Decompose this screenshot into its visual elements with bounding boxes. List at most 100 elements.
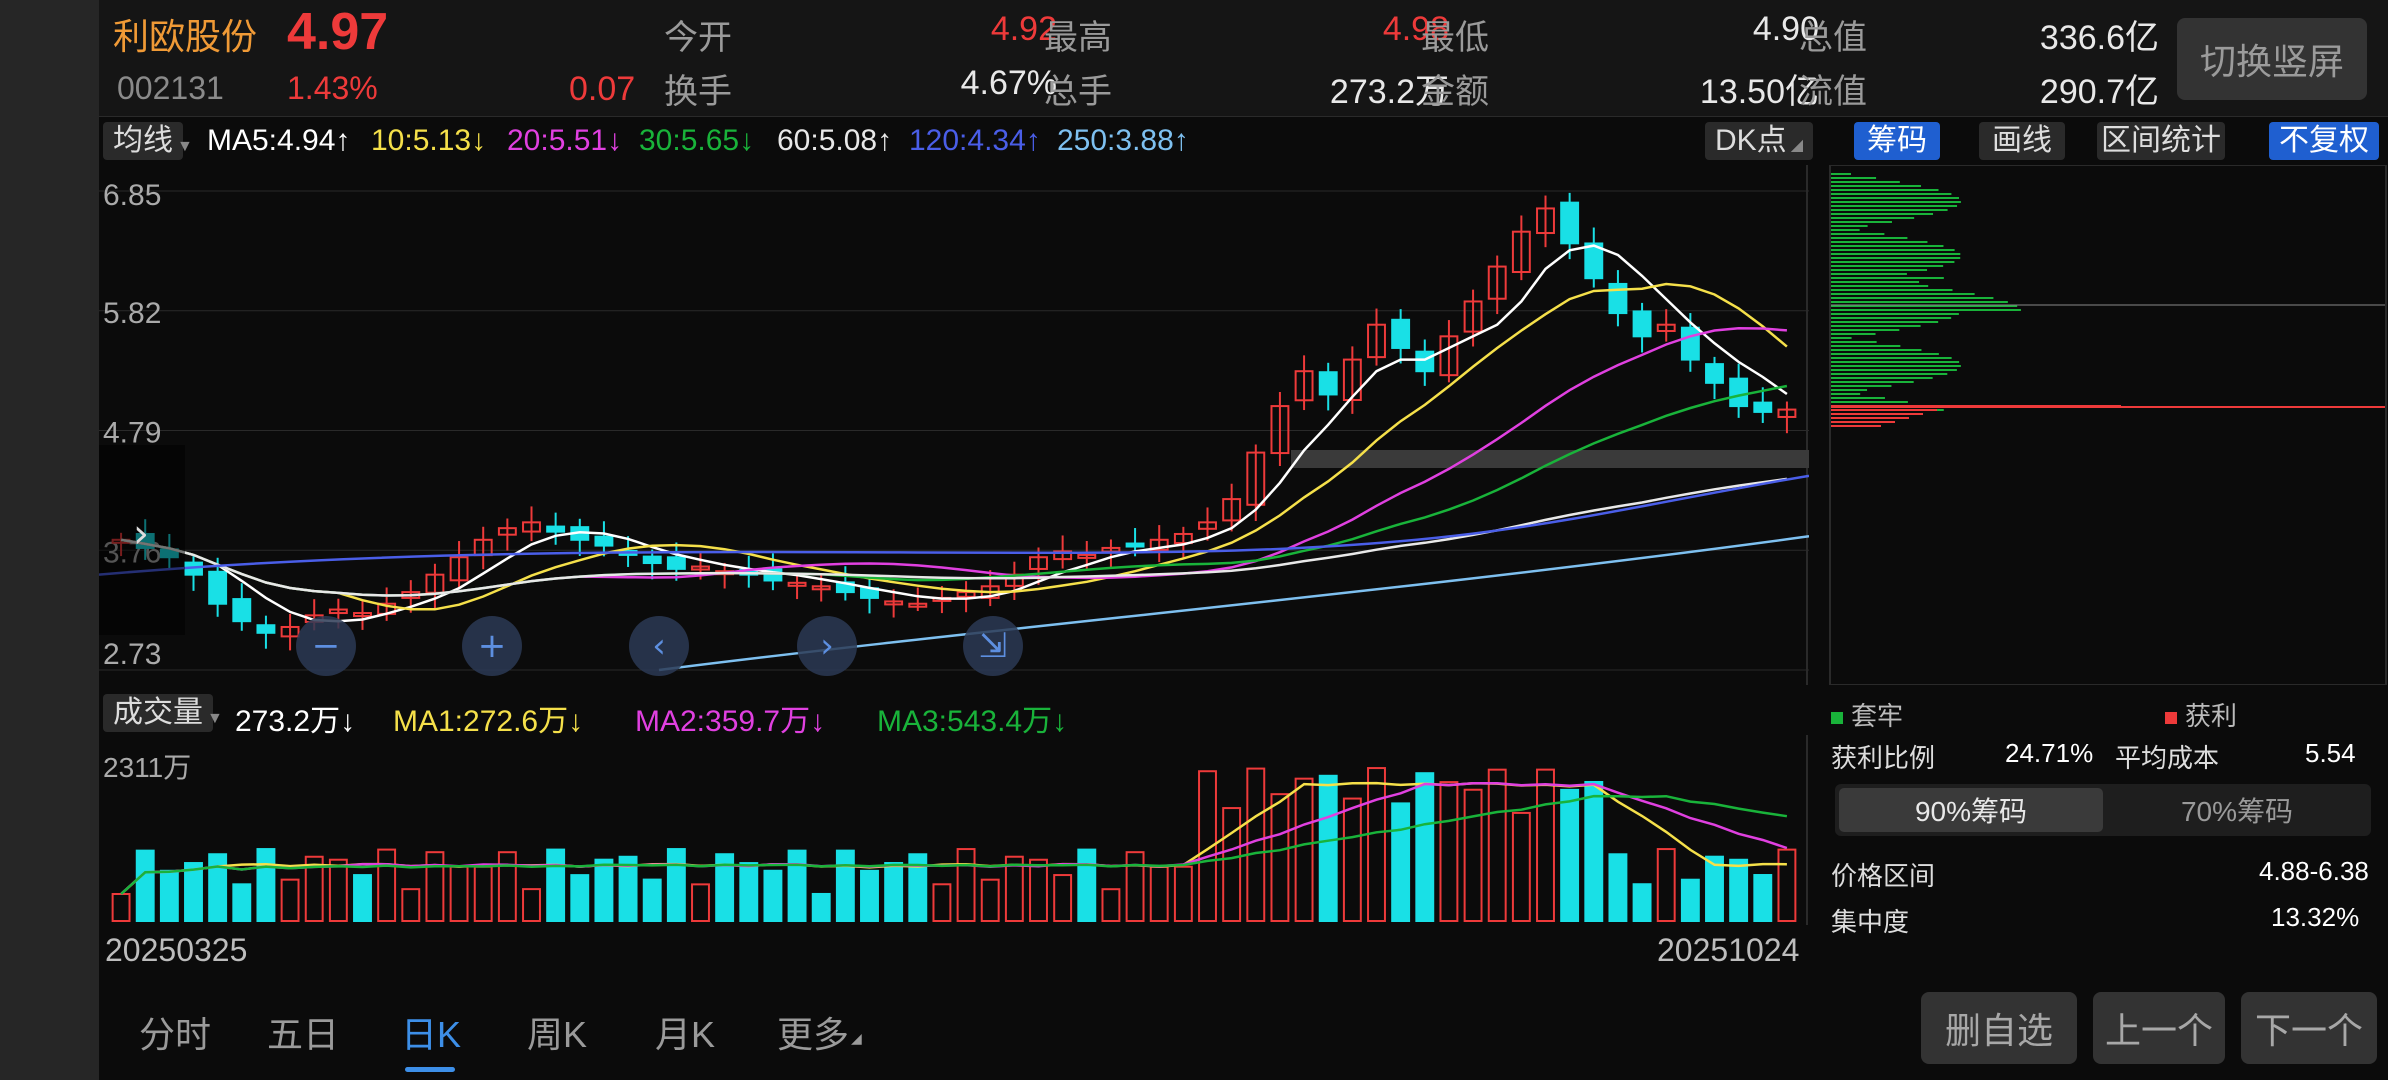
switch-portrait-button[interactable]: 切换竖屏 <box>2177 18 2367 100</box>
volume-bar <box>1198 770 1217 923</box>
volume-bar <box>835 849 855 922</box>
chip-bar-trapped <box>1831 393 1861 395</box>
tab-weekly-k[interactable]: 周K <box>527 1014 588 1055</box>
chip-bar-trapped <box>1831 249 1955 251</box>
end-date: 20251024 <box>1657 932 1800 968</box>
chip-bar-trapped <box>1831 373 1948 375</box>
chip-bar-trapped <box>1831 217 1915 219</box>
left-control-icon[interactable] <box>629 616 689 676</box>
price-axis-label: 5.82 <box>103 297 161 330</box>
right-control-icon[interactable] <box>797 616 857 676</box>
volume-bar <box>1680 878 1700 923</box>
remove-watchlist-button[interactable]: 删自选 <box>1921 992 2077 1064</box>
chip-90-tab[interactable]: 90%筹码 <box>1839 788 2103 832</box>
volume-bar <box>1705 855 1724 922</box>
chip-bar-trapped <box>1831 261 1955 263</box>
tag-chips-button[interactable]: 筹码 <box>1854 122 1940 160</box>
chip-bar-trapped <box>1831 293 1975 295</box>
chip-bar-trapped <box>1831 197 1960 199</box>
chip-percent-toggle: 90%筹码 70%筹码 <box>1835 784 2371 836</box>
volume-bar <box>1004 855 1024 922</box>
volume-bar <box>1149 865 1169 922</box>
candle-body <box>1222 498 1242 522</box>
volume-max-label: 2311万 <box>103 752 192 783</box>
candle-body <box>208 570 228 605</box>
tab-more[interactable]: 更多 <box>777 1014 850 1055</box>
profit-ratio-label: 获利比例 <box>1831 743 1936 773</box>
chip-bar-trapped <box>1831 245 1944 247</box>
chip-bar-trapped <box>1831 209 1948 211</box>
volume-bar <box>642 878 662 923</box>
chevron-down-icon: ▼ <box>207 710 223 727</box>
ma-value: 20:5.51↓ <box>507 124 623 157</box>
chip-bar-trapped <box>1831 325 1921 327</box>
expand-arrow-icon[interactable]: › <box>133 511 149 557</box>
volume-selector[interactable]: 成交量 ▼ <box>103 694 223 732</box>
left-glyph: ‹ <box>652 626 666 666</box>
active-tab-indicator <box>405 1067 455 1072</box>
legend-trapped: 套牢 <box>1831 696 1903 733</box>
price-chart[interactable]: 6.855.824.793.762.73−+‹›⇲› <box>99 165 1809 685</box>
volume-bar <box>280 878 300 923</box>
volume-bar <box>956 848 976 922</box>
volume-bar <box>787 849 807 922</box>
tag-no-adjust-button[interactable]: 不复权 <box>2269 122 2379 160</box>
candle-body <box>666 556 686 570</box>
tab-daily-k[interactable]: 日K <box>401 1014 462 1055</box>
candle-body <box>1536 207 1555 235</box>
candle-body <box>1439 335 1459 377</box>
scroll-shade <box>99 445 185 635</box>
field-value: 4.90 <box>1752 10 1819 48</box>
field-value: 336.6亿 <box>2039 19 2159 57</box>
volume-bar <box>1439 781 1459 922</box>
next-stock-button[interactable]: 下一个 <box>2241 992 2377 1064</box>
ma-selector[interactable]: 均线 ▼ <box>103 122 193 160</box>
chip-bar-trapped <box>1831 297 1994 299</box>
plus-control-icon[interactable] <box>462 616 522 676</box>
volume-bar <box>715 853 735 922</box>
volume-bar <box>1029 858 1048 922</box>
minus-control-icon[interactable] <box>296 616 356 676</box>
field-value: 290.7亿 <box>2039 73 2159 111</box>
collapse-control-icon[interactable] <box>963 616 1023 676</box>
volume-bar <box>1246 767 1266 923</box>
candle-body <box>1487 265 1507 300</box>
volume-bar <box>135 849 155 922</box>
volume-bar <box>691 883 710 923</box>
start-date: 20250325 <box>105 932 248 968</box>
candle-body <box>232 598 252 623</box>
price-axis-label: 4.79 <box>103 417 161 450</box>
avg-cost-value: 5.54 <box>2305 738 2356 768</box>
candle-body <box>811 585 831 591</box>
chip-70-tab[interactable]: 70%筹码 <box>2180 796 2294 827</box>
tab-monthly-k[interactable]: 月K <box>655 1014 716 1055</box>
dk-point-selector[interactable]: DK点 ◢ <box>1705 122 1813 160</box>
volume-bar <box>1125 851 1145 922</box>
field-value: 13.50亿 <box>1699 73 1819 111</box>
chip-bar-trapped <box>1831 241 1928 243</box>
dk-point-label: DK点 <box>1715 124 1787 157</box>
chip-bar-trapped <box>1831 189 1939 191</box>
candle-body <box>787 581 807 587</box>
volume-ma-value: MA3:543.4万↓ <box>877 705 1068 738</box>
candle-body <box>1560 201 1580 245</box>
previous-stock-button[interactable]: 上一个 <box>2093 992 2225 1064</box>
stock-name: 利欧股份 <box>113 16 258 57</box>
volume-bar <box>1511 811 1531 922</box>
chip-bar-profit <box>1831 425 1881 427</box>
price-axis-label: 6.85 <box>103 179 161 212</box>
field-label: 流值 <box>1799 73 1867 111</box>
volume-bar <box>473 865 493 922</box>
tag-draw-button[interactable]: 画线 <box>1979 122 2065 160</box>
tab-intraday[interactable]: 分时 <box>139 1014 212 1055</box>
candle-body <box>1077 553 1097 559</box>
candle-body <box>1729 377 1749 408</box>
candle-body <box>1246 451 1266 506</box>
tab-five-day[interactable]: 五日 <box>267 1014 340 1055</box>
volume-bar <box>1584 780 1604 923</box>
volume-bar <box>497 851 517 922</box>
volume-bar <box>304 855 324 922</box>
tag-interval-stats-button[interactable]: 区间统计 <box>2097 122 2225 160</box>
chip-bar-trapped <box>1831 337 1852 339</box>
ma-value: 30:5.65↓ <box>639 124 755 157</box>
